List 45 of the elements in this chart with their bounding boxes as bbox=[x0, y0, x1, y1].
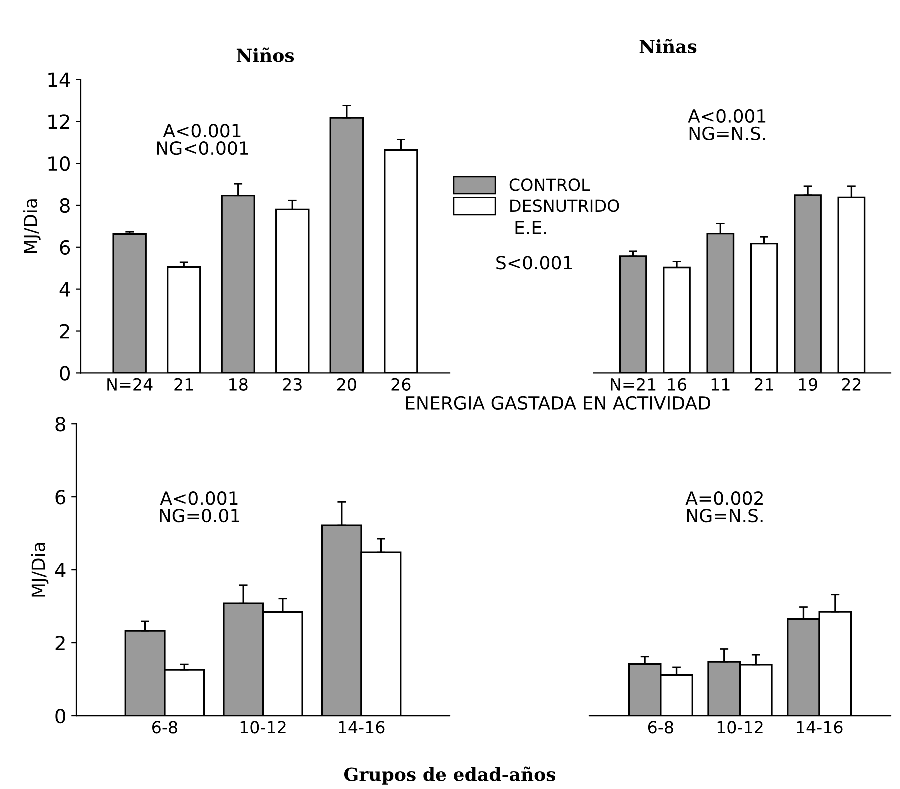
y-tick-label: 2 bbox=[60, 324, 70, 339]
chart-title: Niñas bbox=[640, 38, 697, 54]
x-tick-label: N=21 bbox=[611, 378, 656, 391]
x-tick-label: 20 bbox=[338, 378, 356, 391]
x-tick-label: 21 bbox=[754, 378, 774, 391]
legend-label: DESNUTRIDO bbox=[510, 200, 620, 212]
x-tick-label: 19 bbox=[799, 378, 818, 391]
x-tick-label: 18 bbox=[230, 378, 248, 391]
x-tick-label: 14-16 bbox=[797, 721, 843, 734]
x-tick-label: 6-8 bbox=[152, 721, 178, 734]
x-tick-label: 10-12 bbox=[718, 721, 763, 734]
text: S<0.001 bbox=[496, 256, 572, 270]
legend-label: CONTROL bbox=[510, 178, 590, 192]
chart-title: Niños bbox=[236, 48, 294, 62]
y-tick-label: 8 bbox=[60, 198, 70, 214]
x-tick-label: 10-12 bbox=[240, 721, 286, 734]
x-axis-title: Grupos de edad-años bbox=[344, 766, 556, 785]
x-tick-label: 11 bbox=[712, 378, 730, 391]
text: E.E. bbox=[516, 221, 546, 234]
y-tick-label: 0 bbox=[56, 708, 66, 724]
y-tick-label: 8 bbox=[56, 417, 66, 432]
x-tick-label: 22 bbox=[842, 378, 861, 391]
x-tick-label: 23 bbox=[283, 378, 302, 391]
annotation: A<0.001 NG<0.001 bbox=[157, 124, 248, 156]
y-tick-label: 6 bbox=[60, 240, 70, 256]
y-tick-label: 4 bbox=[60, 282, 70, 297]
y-tick-label: 2 bbox=[56, 636, 65, 650]
x-tick-label: 21 bbox=[174, 378, 194, 391]
y-tick-label: 14 bbox=[48, 72, 70, 88]
y-tick-label: 6 bbox=[56, 490, 66, 505]
x-tick-label: 14-16 bbox=[339, 721, 385, 734]
y-tick-label: 12 bbox=[48, 114, 70, 130]
annotation: A<0.001 NG=0.01 bbox=[160, 492, 240, 523]
y-tick-label: 4 bbox=[55, 563, 66, 578]
x-tick-label: 16 bbox=[668, 378, 687, 391]
x-tick-label: 26 bbox=[392, 378, 411, 391]
y-axis-title: MJ/Dia bbox=[24, 200, 41, 254]
text: ENERGIA GASTADA EN ACTIVIDAD bbox=[406, 396, 710, 410]
y-axis-title: MJ/Dia bbox=[31, 543, 49, 597]
annotation: A<0.001 NG=N.S. bbox=[688, 109, 766, 140]
y-tick-label: 0 bbox=[60, 366, 70, 381]
x-tick-label: 6-8 bbox=[648, 721, 674, 734]
y-tick-label: 10 bbox=[48, 156, 70, 172]
annotation: A=0.002 NG=N.S. bbox=[686, 492, 763, 523]
x-tick-label: N=24 bbox=[108, 378, 153, 391]
